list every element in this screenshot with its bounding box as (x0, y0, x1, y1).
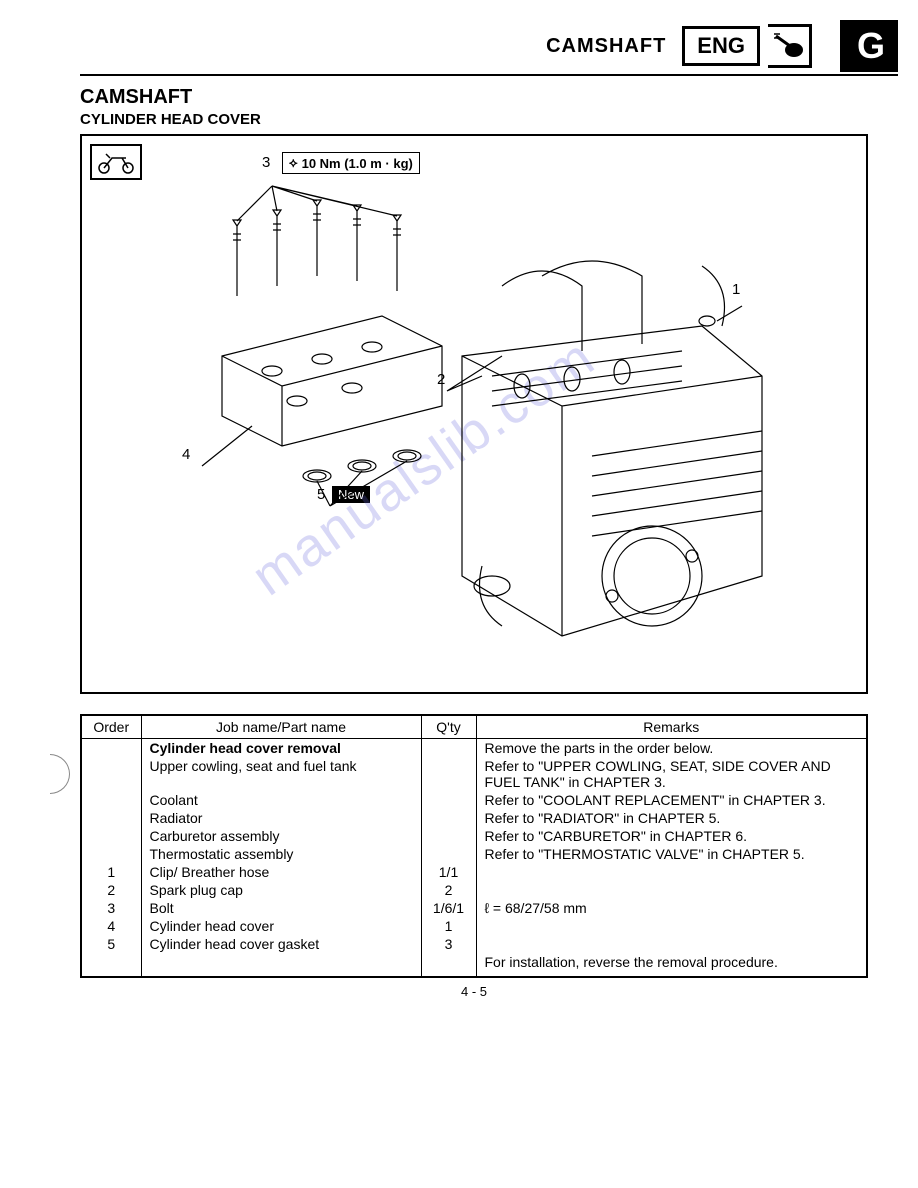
binding-mark (50, 754, 70, 794)
col-remarks-header: Remarks (476, 715, 867, 739)
eng-badge: ENG (682, 26, 760, 66)
table-row: CoolantRefer to "COOLANT REPLACEMENT" in… (81, 791, 867, 809)
col-order-header: Order (81, 715, 141, 739)
engine-icon (768, 24, 812, 68)
col-qty-header: Q'ty (421, 715, 476, 739)
header-title: CAMSHAFT (546, 35, 666, 58)
callout-3: 3 (262, 154, 270, 171)
section-title: CAMSHAFT (80, 86, 868, 109)
section-letter: G (840, 20, 898, 72)
main-section: CAMSHAFT CYLINDER HEAD COVER ⟡ 10 Nm (1.… (80, 86, 868, 999)
section-subtitle: CYLINDER HEAD COVER (80, 111, 868, 128)
torque-spec-box: ⟡ 10 Nm (1.0 m · kg) (282, 152, 420, 174)
table-row: 5Cylinder head cover gasket3 (81, 935, 867, 953)
parts-table: Order Job name/Part name Q'ty Remarks Cy… (80, 714, 868, 978)
page-header: CAMSHAFT ENG G (80, 20, 898, 76)
parts-table-body: Cylinder head cover removalRemove the pa… (81, 739, 867, 978)
wrench-icon: ⟡ (289, 155, 298, 171)
table-row: 2Spark plug cap2 (81, 881, 867, 899)
table-row: 3Bolt1/6/1ℓ = 68/27/58 mm (81, 899, 867, 917)
table-row: RadiatorRefer to "RADIATOR" in CHAPTER 5… (81, 809, 867, 827)
table-row: Carburetor assemblyRefer to "CARBURETOR"… (81, 827, 867, 845)
table-row: Thermostatic assemblyRefer to "THERMOSTA… (81, 845, 867, 863)
table-row: For installation, reverse the removal pr… (81, 953, 867, 977)
motorcycle-icon (90, 144, 142, 180)
col-job-header: Job name/Part name (141, 715, 421, 739)
table-row: 4Cylinder head cover1 (81, 917, 867, 935)
engine-drawing (142, 176, 842, 676)
table-row: 1Clip/ Breather hose1/1 (81, 863, 867, 881)
table-row: Cylinder head cover removalRemove the pa… (81, 739, 867, 758)
table-row: Upper cowling, seat and fuel tankRefer t… (81, 757, 867, 791)
exploded-diagram: ⟡ 10 Nm (1.0 m · kg) 3 1 2 4 5 New manua… (80, 134, 868, 694)
page-number: 4 - 5 (80, 984, 868, 999)
